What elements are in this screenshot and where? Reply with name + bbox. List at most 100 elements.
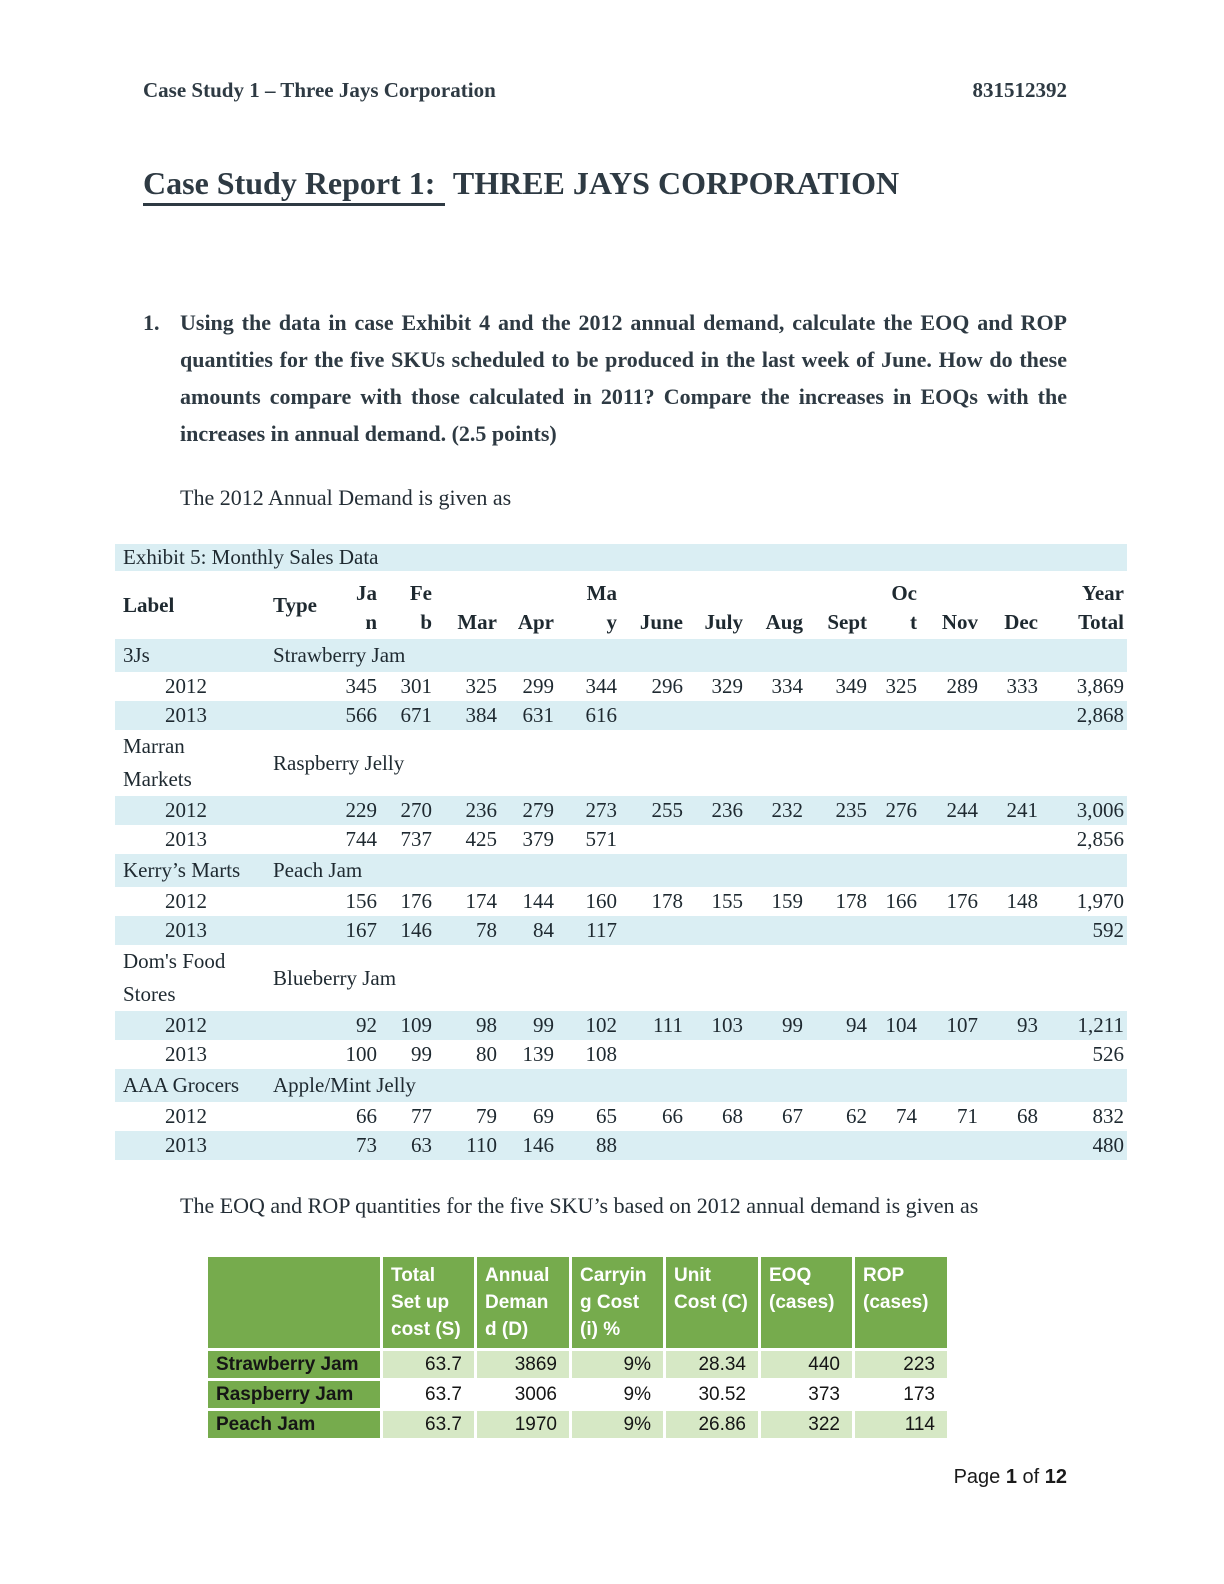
month-value-cell-12: 93 xyxy=(1017,1013,1038,1037)
sales-year-row: 2012 156 176 174 144 160 178 155 159 178 166 176 148… xyxy=(115,887,1127,916)
eoq-col-header-3: Carryin g Cost (i) % xyxy=(569,1254,666,1351)
question-paragraph: 1. Using the data in case Exhibit 4 and … xyxy=(143,304,1067,452)
month-value-cell-8: 159 xyxy=(771,889,804,913)
month-value-cell-2: 270 xyxy=(400,798,433,822)
header-page-id: 831512392 xyxy=(972,78,1068,102)
month-value-cell-11 xyxy=(920,1040,981,1069)
month-value-cell-11: 289 xyxy=(946,674,979,698)
sales-table: Exhibit 5: Monthly Sales Data Label Type Ja… xyxy=(115,544,1127,1160)
col-header-month-8: Aug xyxy=(765,610,803,634)
month-value-cell-12 xyxy=(981,825,1041,854)
eoq-col-header-1: Total Set up cost (S) xyxy=(380,1254,477,1351)
type-empty-cell xyxy=(270,887,325,916)
group-type-cell: Blueberry Jam xyxy=(273,965,397,990)
footer-of-word: of xyxy=(1016,1466,1045,1488)
doc-header: Case Study 1 – Three Jays Corporation 83… xyxy=(143,78,1067,102)
eoq-header-row: Total Set up cost (S) Annual Deman d (D) C… xyxy=(205,1254,950,1351)
month-value-cell-3: 98 xyxy=(476,1013,497,1037)
intro-text: The 2012 Annual Demand is given as xyxy=(180,485,512,510)
month-value-cell-1: 167 xyxy=(345,918,378,942)
type-empty-cell xyxy=(270,916,325,945)
year-total-cell: 592 xyxy=(1092,918,1125,942)
month-value-cell-12: 241 xyxy=(1006,798,1039,822)
month-value-cell-7: 236 xyxy=(711,798,744,822)
month-value-cell-5: 88 xyxy=(596,1133,617,1157)
eoq-value-cell-3: 9% xyxy=(569,1348,666,1381)
month-value-cell-6: 255 xyxy=(651,798,684,822)
exhibit-caption: Exhibit 5: Monthly Sales Data xyxy=(123,545,379,569)
report-title-rest: THREE JAYS CORPORATION xyxy=(452,165,900,201)
month-value-cell-10: 74 xyxy=(896,1104,917,1128)
month-value-cell-3: 325 xyxy=(465,674,498,698)
month-value-cell-12: 148 xyxy=(1006,889,1039,913)
month-value-cell-2: 109 xyxy=(400,1013,433,1037)
year-cell: 2013 xyxy=(165,1042,207,1066)
month-value-cell-9: 349 xyxy=(835,674,868,698)
month-value-cell-9: 62 xyxy=(846,1104,867,1128)
eoq-value-cell-3: 9% xyxy=(569,1378,666,1411)
month-value-cell-7 xyxy=(686,701,746,730)
year-total-cell: 480 xyxy=(1092,1133,1125,1157)
sales-year-row: 2012 66 77 79 69 65 66 68 67 62 74 71 68 832 xyxy=(115,1102,1127,1131)
month-value-cell-1: 73 xyxy=(356,1133,377,1157)
eoq-value-cell-6: 173 xyxy=(852,1378,950,1411)
month-value-cell-3: 79 xyxy=(476,1104,497,1128)
sales-year-row: 2013 566 671 384 631 616 2,868 xyxy=(115,701,1127,730)
type-empty-cell xyxy=(270,796,325,825)
eoq-value-cell-2: 1970 xyxy=(474,1408,572,1441)
year-total-cell: 2,868 xyxy=(1076,703,1124,727)
eoq-data-row: Strawberry Jam 63.7 3869 9% 28.34 440 223 xyxy=(205,1348,950,1381)
year-total-cell: 526 xyxy=(1092,1042,1125,1066)
month-value-cell-3: 110 xyxy=(466,1133,497,1157)
eoq-value-cell-1: 63.7 xyxy=(380,1408,477,1441)
month-value-cell-7: 155 xyxy=(711,889,744,913)
month-value-cell-9 xyxy=(806,1131,870,1160)
type-empty-cell xyxy=(270,672,325,701)
eoq-value-cell-2: 3869 xyxy=(474,1348,572,1381)
group-label-cell: Kerry’s Marts xyxy=(123,858,241,882)
month-value-cell-11 xyxy=(920,701,981,730)
group-type-cell: Apple/Mint Jelly xyxy=(273,1073,416,1097)
month-value-cell-10: 104 xyxy=(885,1013,918,1037)
month-value-cell-8: 232 xyxy=(771,798,804,822)
eoq-value-cell-6: 114 xyxy=(852,1408,950,1441)
eoq-value-cell-3: 9% xyxy=(569,1408,666,1441)
type-empty-cell xyxy=(270,701,325,730)
month-value-cell-1: 566 xyxy=(345,703,378,727)
month-value-cell-4: 84 xyxy=(533,918,554,942)
eoq-value-cell-5: 373 xyxy=(758,1378,855,1411)
month-value-cell-9: 235 xyxy=(835,798,868,822)
year-cell: 2013 xyxy=(165,918,207,942)
col-header-month-7: July xyxy=(704,610,743,634)
month-value-cell-11 xyxy=(920,825,981,854)
month-value-cell-5: 117 xyxy=(586,918,617,942)
group-type-cell: Peach Jam xyxy=(273,858,363,882)
month-value-cell-8: 99 xyxy=(782,1013,803,1037)
report-title: Case Study Report 1: THREE JAYS CORPORAT… xyxy=(143,164,1067,206)
sales-year-row: 2013 73 63 110 146 88 480 xyxy=(115,1131,1127,1160)
eoq-data-row: Raspberry Jam 63.7 3006 9% 30.52 373 173 xyxy=(205,1378,950,1411)
eoq-col-header-0 xyxy=(205,1254,383,1351)
month-value-cell-5: 102 xyxy=(585,1013,618,1037)
month-value-cell-6: 111 xyxy=(653,1013,683,1037)
month-value-cell-12 xyxy=(981,1040,1041,1069)
month-value-cell-7 xyxy=(686,825,746,854)
month-value-cell-12: 68 xyxy=(1017,1104,1038,1128)
month-value-cell-7: 68 xyxy=(722,1104,743,1128)
eoq-col-header-4: Unit Cost (C) xyxy=(663,1254,761,1351)
month-value-cell-3: 80 xyxy=(476,1042,497,1066)
month-value-cell-3: 174 xyxy=(465,889,498,913)
group-type-cell: Strawberry Jam xyxy=(273,643,406,667)
month-value-cell-3: 425 xyxy=(465,827,498,851)
month-value-cell-1: 92 xyxy=(356,1013,377,1037)
month-value-cell-10: 325 xyxy=(885,674,918,698)
type-empty-cell xyxy=(270,825,325,854)
year-cell: 2013 xyxy=(165,703,207,727)
month-value-cell-9: 94 xyxy=(846,1013,867,1037)
month-value-cell-11 xyxy=(920,1131,981,1160)
col-header-month-11: Nov xyxy=(941,610,978,634)
col-header-month-3: Mar xyxy=(457,610,497,634)
eoq-value-cell-5: 440 xyxy=(758,1348,855,1381)
month-value-cell-2: 63 xyxy=(411,1133,432,1157)
year-cell: 2012 xyxy=(165,798,207,822)
